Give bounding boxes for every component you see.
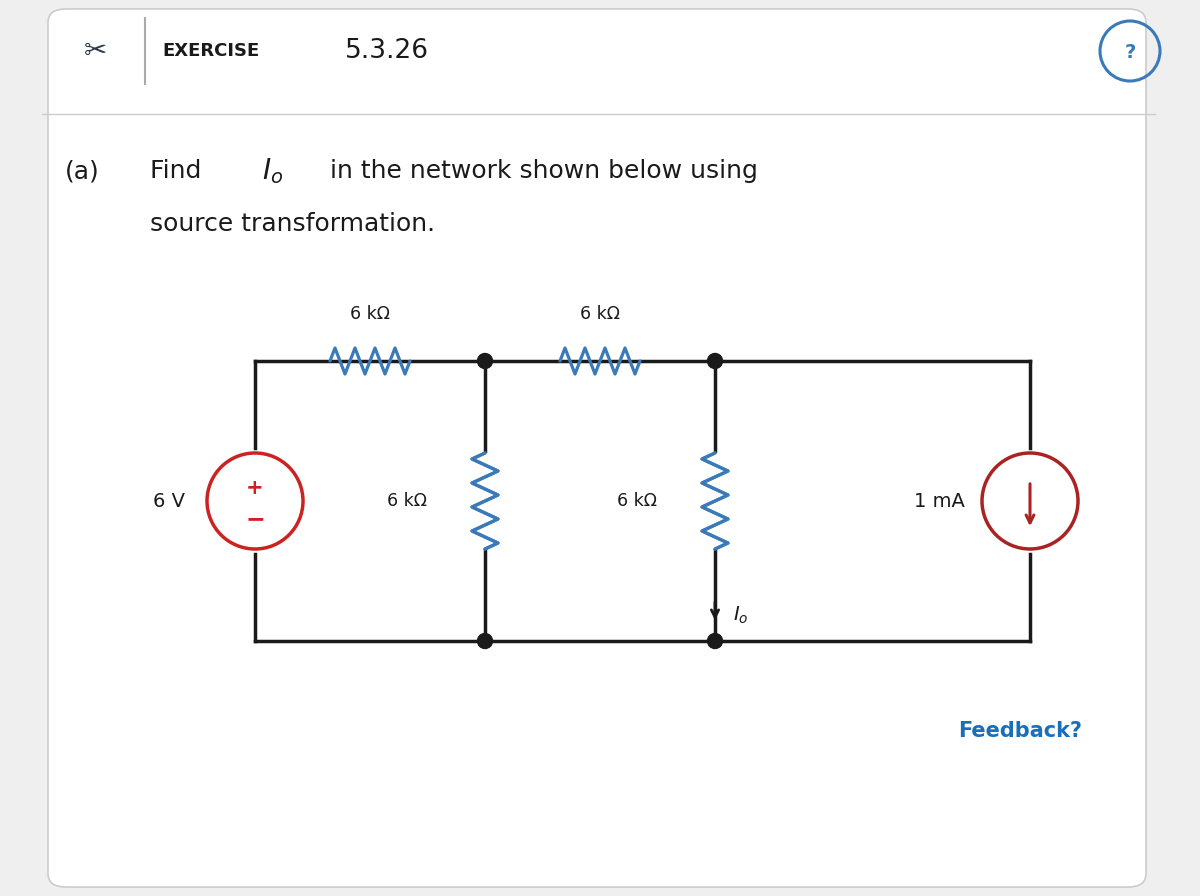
Text: 6 kΩ: 6 kΩ bbox=[617, 492, 658, 510]
Circle shape bbox=[478, 354, 492, 368]
Text: EXERCISE: EXERCISE bbox=[162, 42, 259, 60]
Circle shape bbox=[206, 453, 302, 549]
Text: 5.3.26: 5.3.26 bbox=[346, 38, 430, 64]
Text: (a): (a) bbox=[65, 159, 100, 183]
Text: $\mathit{I}_o$: $\mathit{I}_o$ bbox=[733, 605, 749, 626]
Text: 6 V: 6 V bbox=[154, 492, 185, 511]
Text: Find: Find bbox=[150, 159, 209, 183]
Circle shape bbox=[478, 633, 492, 649]
Text: 6 kΩ: 6 kΩ bbox=[386, 492, 427, 510]
Bar bbox=[694, 453, 737, 549]
Text: in the network shown below using: in the network shown below using bbox=[322, 159, 758, 183]
Text: 6 kΩ: 6 kΩ bbox=[350, 305, 390, 323]
Bar bbox=[463, 453, 508, 549]
Circle shape bbox=[708, 354, 722, 368]
Text: ?: ? bbox=[1124, 42, 1135, 62]
Circle shape bbox=[982, 453, 1078, 549]
Text: ✂: ✂ bbox=[83, 37, 107, 65]
Text: 6 kΩ: 6 kΩ bbox=[580, 305, 620, 323]
Text: 1 mA: 1 mA bbox=[914, 492, 965, 511]
Text: Feedback?: Feedback? bbox=[958, 721, 1082, 741]
Text: source transformation.: source transformation. bbox=[150, 212, 436, 236]
Text: −: − bbox=[245, 507, 265, 531]
Text: $\mathit{I}_o$: $\mathit{I}_o$ bbox=[262, 156, 283, 185]
Text: +: + bbox=[246, 478, 264, 498]
Circle shape bbox=[708, 633, 722, 649]
